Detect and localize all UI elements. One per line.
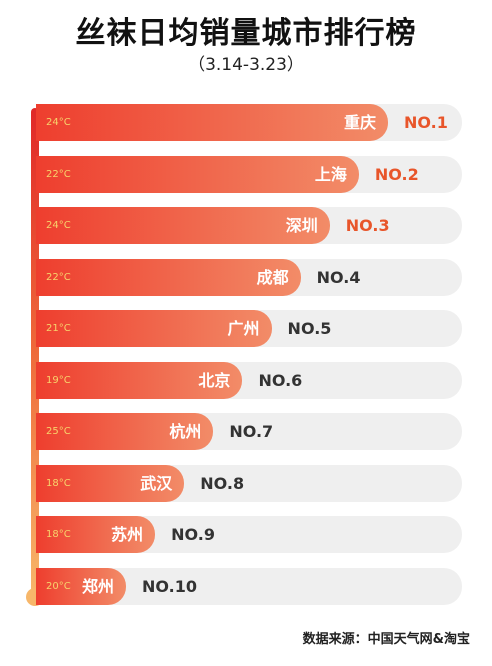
rank-label: NO.1 [404, 113, 448, 132]
city-label: 苏州 [111, 525, 144, 544]
city-label: 上海 [314, 164, 347, 184]
page-title: 丝袜日均销量城市排行榜 [75, 16, 417, 51]
temperature-label: 22°C [46, 271, 71, 283]
city-label: 北京 [198, 370, 231, 390]
thermometer-icon [31, 108, 39, 594]
city-label: 杭州 [169, 422, 202, 441]
date-range-subtitle: （3.14-3.23） [188, 55, 304, 75]
temperature-label: 18°C [46, 477, 71, 489]
bar [36, 258, 301, 296]
data-source-note: 数据来源：中国天气网&淘宝 [302, 632, 470, 647]
bar [36, 567, 126, 605]
temperature-label: 21°C [46, 323, 71, 334]
bar [36, 155, 359, 193]
bar [36, 104, 388, 141]
temperature-label: 24°C [46, 220, 71, 231]
bar [36, 464, 185, 502]
temperature-label: 22°C [46, 168, 71, 180]
bar [36, 361, 243, 399]
rank-label: NO.3 [345, 216, 390, 235]
rank-label: NO.5 [287, 319, 332, 338]
rank-label: NO.4 [316, 267, 361, 287]
temperature-label: 20°C [46, 580, 71, 592]
bar [36, 516, 156, 553]
temperature-label: 24°C [46, 117, 71, 128]
bar [36, 413, 214, 450]
city-label: 郑州 [81, 576, 114, 596]
rank-label: NO.2 [374, 164, 419, 184]
city-label: 广州 [227, 319, 260, 338]
rank-label: NO.10 [142, 576, 197, 596]
temperature-label: 19°C [46, 374, 71, 386]
city-label: 成都 [256, 267, 289, 287]
rank-label: NO.8 [200, 473, 245, 493]
city-label: 深圳 [285, 216, 318, 235]
temperature-label: 25°C [46, 426, 71, 437]
city-label: 武汉 [140, 473, 173, 493]
bar [36, 310, 272, 347]
rank-label: NO.7 [229, 422, 274, 441]
rank-label: NO.9 [171, 525, 215, 544]
rank-label: NO.6 [258, 370, 303, 390]
temperature-label: 18°C [46, 529, 71, 540]
city-label: 重庆 [343, 113, 376, 132]
bar [36, 207, 330, 244]
